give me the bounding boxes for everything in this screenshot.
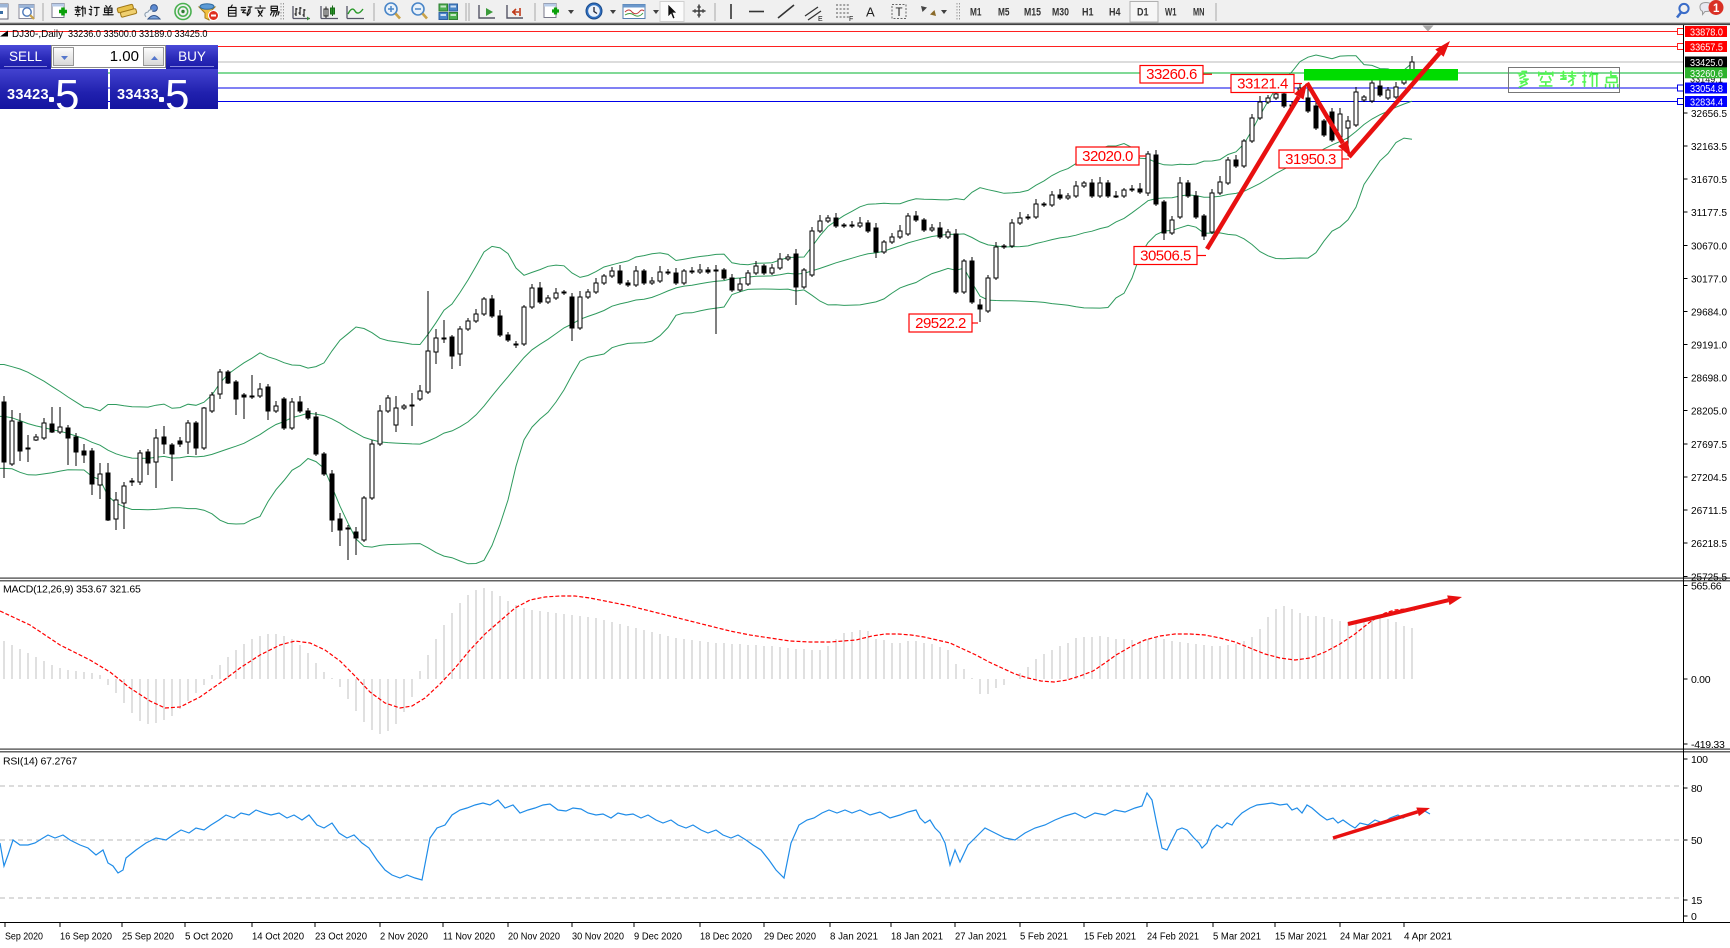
svg-text:29191.0: 29191.0	[1691, 340, 1727, 352]
svg-text:26711.5: 26711.5	[1691, 505, 1727, 517]
svg-text:F: F	[849, 16, 853, 23]
svg-text:11 Nov 2020: 11 Nov 2020	[443, 932, 495, 943]
svg-text:5 Mar 2021: 5 Mar 2021	[1213, 932, 1261, 943]
svg-text:33260.6: 33260.6	[1690, 68, 1723, 80]
svg-text:8 Jan 2021: 8 Jan 2021	[830, 932, 878, 943]
svg-text:29 Dec 2020: 29 Dec 2020	[764, 932, 816, 943]
svg-text:30670.0: 30670.0	[1691, 241, 1727, 253]
svg-text:24 Mar 2021: 24 Mar 2021	[1340, 932, 1392, 943]
svg-text:32163.5: 32163.5	[1691, 141, 1727, 153]
svg-text:0: 0	[1691, 911, 1697, 923]
svg-text:100: 100	[1691, 754, 1708, 766]
svg-text:33425.0: 33425.0	[1690, 57, 1723, 69]
svg-text:4 Apr 2021: 4 Apr 2021	[1404, 932, 1452, 943]
svg-text:33500.0: 33500.0	[104, 28, 137, 40]
svg-text:28698.0: 28698.0	[1691, 373, 1727, 385]
svg-text:33054.8: 33054.8	[1690, 83, 1723, 95]
svg-text:2 Nov 2020: 2 Nov 2020	[380, 932, 428, 943]
svg-text:33121.4: 33121.4	[1237, 76, 1288, 93]
svg-text:30506.5: 30506.5	[1140, 248, 1191, 265]
svg-text:16 Sep 2020: 16 Sep 2020	[60, 932, 112, 943]
svg-text:M5: M5	[998, 7, 1010, 19]
svg-text:50: 50	[1691, 835, 1703, 847]
svg-text:MACD(12,26,9) 353.67 321.65: MACD(12,26,9) 353.67 321.65	[3, 584, 141, 596]
svg-text:M15: M15	[1024, 7, 1041, 19]
svg-text:33425.0: 33425.0	[175, 28, 208, 40]
svg-text:32656.5: 32656.5	[1691, 108, 1727, 120]
svg-text:33236.0: 33236.0	[68, 28, 101, 40]
svg-text:E: E	[818, 16, 823, 23]
svg-text:1: 1	[1713, 3, 1720, 15]
svg-text:M30: M30	[1052, 7, 1069, 19]
svg-text:DJ30-,Daily: DJ30-,Daily	[12, 28, 64, 40]
svg-text:W1: W1	[1165, 7, 1177, 19]
svg-text:31177.5: 31177.5	[1691, 207, 1727, 219]
svg-text:27204.5: 27204.5	[1691, 472, 1727, 484]
svg-text:31670.5: 31670.5	[1691, 174, 1727, 186]
svg-text:15: 15	[1691, 895, 1703, 907]
svg-text:15 Feb 2021: 15 Feb 2021	[1084, 932, 1136, 943]
svg-text:H1: H1	[1082, 7, 1094, 19]
svg-text:20 Nov 2020: 20 Nov 2020	[508, 932, 560, 943]
svg-text:15 Mar 2021: 15 Mar 2021	[1275, 932, 1327, 943]
svg-text:23 Oct 2020: 23 Oct 2020	[315, 932, 367, 943]
svg-text:565.66: 565.66	[1691, 581, 1722, 593]
svg-text:25 Sep 2020: 25 Sep 2020	[122, 932, 174, 943]
svg-text:33189.0: 33189.0	[139, 28, 172, 40]
svg-text:5 Oct 2020: 5 Oct 2020	[185, 932, 233, 943]
svg-text:26218.5: 26218.5	[1691, 538, 1727, 550]
svg-text:29522.2: 29522.2	[915, 315, 966, 332]
svg-text:33657.5: 33657.5	[1690, 42, 1723, 54]
svg-text:MN: MN	[1193, 7, 1205, 19]
svg-text:M1: M1	[970, 7, 982, 19]
svg-text:29684.0: 29684.0	[1691, 307, 1727, 319]
svg-text:18 Dec 2020: 18 Dec 2020	[700, 932, 752, 943]
svg-text:27 Jan 2021: 27 Jan 2021	[955, 932, 1007, 943]
svg-text:RSI(14) 67.2767: RSI(14) 67.2767	[3, 756, 77, 768]
svg-text:33878.0: 33878.0	[1690, 27, 1723, 39]
svg-text:25725.5: 25725.5	[1691, 572, 1727, 584]
svg-text:D1: D1	[1137, 7, 1149, 19]
svg-text:30 Nov 2020: 30 Nov 2020	[572, 932, 624, 943]
svg-text:-419.33: -419.33	[1691, 739, 1725, 751]
svg-text:32020.0: 32020.0	[1082, 148, 1133, 165]
svg-text:33260.6: 33260.6	[1146, 66, 1197, 83]
svg-text:9 Dec 2020: 9 Dec 2020	[634, 932, 682, 943]
svg-text:30177.0: 30177.0	[1691, 274, 1727, 286]
svg-text:31950.3: 31950.3	[1285, 151, 1336, 168]
svg-text:5 Feb 2021: 5 Feb 2021	[1020, 932, 1068, 943]
svg-text:T: T	[896, 7, 903, 19]
svg-text:14 Oct 2020: 14 Oct 2020	[252, 932, 304, 943]
svg-text:18 Jan 2021: 18 Jan 2021	[891, 932, 943, 943]
svg-text:27697.5: 27697.5	[1691, 439, 1727, 451]
svg-text:80: 80	[1691, 783, 1703, 795]
svg-text:32834.4: 32834.4	[1690, 97, 1723, 109]
svg-text:28205.0: 28205.0	[1691, 406, 1727, 418]
svg-text:A: A	[866, 5, 875, 20]
svg-text:0.00: 0.00	[1691, 674, 1711, 686]
svg-text:H4: H4	[1109, 7, 1121, 19]
svg-text:Sep 2020: Sep 2020	[5, 932, 43, 943]
svg-text:24 Feb 2021: 24 Feb 2021	[1147, 932, 1199, 943]
